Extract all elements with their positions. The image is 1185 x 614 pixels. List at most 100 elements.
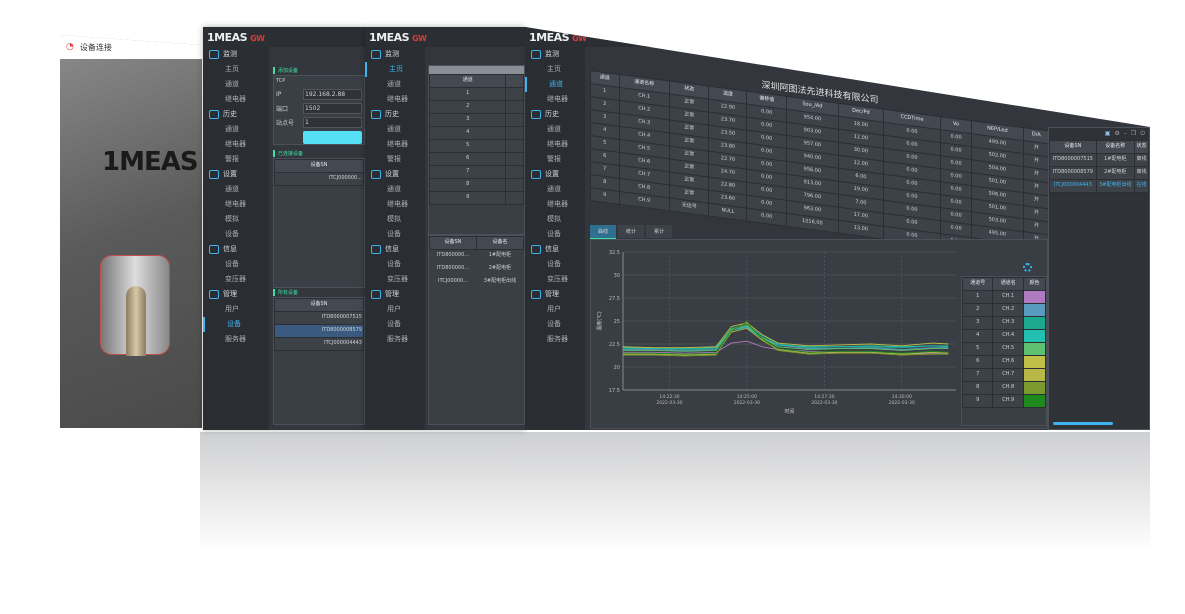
sidebar-item[interactable]: 主页 <box>365 62 425 77</box>
station-field[interactable]: 1 <box>303 117 362 128</box>
sidebar-item[interactable]: 用户 <box>525 302 585 317</box>
sidebar-item[interactable]: 监测 <box>365 47 425 62</box>
legend-row[interactable]: 5 CH.5 <box>961 342 1047 356</box>
sidebar-item[interactable]: 通道 <box>525 122 585 137</box>
sidebar-item[interactable]: 设备 <box>525 317 585 332</box>
list-item[interactable]: ITCJ000004443 <box>274 337 364 351</box>
sidebar-item[interactable]: 通道 <box>365 122 425 137</box>
sidebar-item[interactable]: 继电器 <box>365 137 425 152</box>
table-row[interactable]: ITCJ000004443 3#配电柜出线 在线 <box>1049 179 1150 193</box>
sidebar-item[interactable]: 继电器 <box>203 92 269 107</box>
tab-2[interactable]: 累计 <box>646 225 673 238</box>
sidebar-item[interactable]: 模拟 <box>203 212 269 227</box>
sidebar-item[interactable]: 变压器 <box>525 272 585 287</box>
legend-row[interactable]: 4 CH.4 <box>961 329 1047 343</box>
sidebar-item[interactable]: 历史 <box>365 107 425 122</box>
sidebar-item[interactable]: 用户 <box>365 302 425 317</box>
sidebar-item[interactable]: 设置 <box>365 167 425 182</box>
tab-0[interactable]: 曲线 <box>590 225 617 239</box>
table-row[interactable]: 1 <box>428 87 524 101</box>
list-item[interactable]: ITD8000008579 <box>274 324 364 338</box>
power-icon[interactable]: ⏻ <box>1140 130 1145 137</box>
sidebar-item[interactable]: 警报 <box>203 152 269 167</box>
ip-field[interactable]: 192.168.2.88 <box>303 89 362 100</box>
sidebar-item[interactable]: 设备 <box>203 227 269 242</box>
sidebar-item[interactable]: 设备 <box>525 227 585 242</box>
legend-row[interactable]: 9 CH.9 <box>961 394 1047 408</box>
sidebar-item[interactable]: 管理 <box>365 287 425 302</box>
sidebar-item[interactable]: 通道 <box>203 77 269 92</box>
sidebar-item[interactable]: 变压器 <box>365 272 425 287</box>
sidebar-item[interactable]: 历史 <box>525 107 585 122</box>
table-row[interactable]: 9 <box>428 191 524 205</box>
legend-row[interactable]: 7 CH.7 <box>961 368 1047 382</box>
sidebar-item[interactable]: 管理 <box>525 287 585 302</box>
table-row[interactable]: 3 <box>428 113 524 127</box>
sidebar-item[interactable]: 设备 <box>365 317 425 332</box>
legend-row[interactable]: 6 CH.6 <box>961 355 1047 369</box>
sidebar-item[interactable]: 继电器 <box>525 137 585 152</box>
list-item[interactable]: ITCJ000000... <box>274 172 364 186</box>
legend-row[interactable]: 2 CH.2 <box>961 303 1047 317</box>
sidebar-item[interactable]: 继电器 <box>203 137 269 152</box>
sidebar-item[interactable]: 历史 <box>203 107 269 122</box>
sidebar-item[interactable]: 继电器 <box>203 197 269 212</box>
add-button[interactable] <box>303 131 362 144</box>
sidebar-item[interactable]: 信息 <box>365 242 425 257</box>
sidebar-item[interactable]: 信息 <box>203 242 269 257</box>
sidebar-item[interactable]: 警报 <box>525 152 585 167</box>
sidebar-item[interactable]: 服务器 <box>525 332 585 347</box>
port-field[interactable]: 1502 <box>303 103 362 114</box>
sidebar-item[interactable]: 服务器 <box>365 332 425 347</box>
table-row[interactable]: 5 <box>428 139 524 153</box>
minimize-icon[interactable]: – <box>1123 130 1127 137</box>
legend-row[interactable]: 1 CH.1 <box>961 290 1047 304</box>
sidebar-item[interactable]: 管理 <box>203 287 269 302</box>
tab-1[interactable]: 统计 <box>618 225 645 238</box>
table-row[interactable]: ITD800000... 2#配电柜 <box>430 263 524 276</box>
sidebar-item[interactable]: 通道 <box>525 77 585 92</box>
sidebar-item[interactable]: 设置 <box>203 167 269 182</box>
legend-row[interactable]: 8 CH.8 <box>961 381 1047 395</box>
sidebar-item[interactable]: 用户 <box>203 302 269 317</box>
sidebar-item[interactable]: 模拟 <box>525 212 585 227</box>
sidebar-item[interactable]: 主页 <box>525 62 585 77</box>
sidebar-item[interactable]: 信息 <box>525 242 585 257</box>
sidebar-item[interactable]: 变压器 <box>203 272 269 287</box>
table-row[interactable]: ITD800000... 1#配电柜 <box>430 250 524 263</box>
table-row[interactable]: 7 <box>428 165 524 179</box>
sidebar-item[interactable]: 设备 <box>365 227 425 242</box>
table-row[interactable]: ITCJ00000... 3#配电柜出线 <box>430 276 524 289</box>
table-row[interactable]: ITD8000008579 2#配电柜 离线 <box>1049 166 1150 180</box>
sidebar-item[interactable]: 设备 <box>365 257 425 272</box>
maximize-icon[interactable]: ❐ <box>1130 130 1137 137</box>
sidebar-item[interactable]: 通道 <box>365 182 425 197</box>
sidebar-item[interactable]: 主页 <box>203 62 269 77</box>
settings-icon[interactable] <box>1023 263 1032 272</box>
sidebar-item[interactable]: 监测 <box>525 47 585 62</box>
table-row[interactable]: 4 <box>428 126 524 140</box>
table-row[interactable]: 6 <box>428 152 524 166</box>
sidebar-item[interactable]: 继电器 <box>365 92 425 107</box>
sidebar-item[interactable]: 通道 <box>203 122 269 137</box>
sidebar-item[interactable]: 设置 <box>525 167 585 182</box>
sidebar-item[interactable]: 设备 <box>203 257 269 272</box>
table-row[interactable]: 8 <box>428 178 524 192</box>
sidebar-item[interactable]: 通道 <box>365 77 425 92</box>
list-item[interactable]: ITD8000007515 <box>274 311 364 325</box>
sidebar-item[interactable]: 继电器 <box>365 197 425 212</box>
sidebar-item[interactable]: 服务器 <box>203 332 269 347</box>
sidebar-item[interactable]: 警报 <box>365 152 425 167</box>
gear-icon[interactable]: ⚙ <box>1114 130 1120 137</box>
scrollbar[interactable] <box>1053 422 1113 425</box>
sidebar-item[interactable]: 设备 <box>525 257 585 272</box>
save-icon[interactable]: ▣ <box>1104 130 1111 137</box>
legend-row[interactable]: 3 CH.3 <box>961 316 1047 330</box>
sidebar-item[interactable]: 通道 <box>203 182 269 197</box>
sidebar-item[interactable]: 监测 <box>203 47 269 62</box>
sidebar-item[interactable]: 继电器 <box>525 197 585 212</box>
sidebar-item[interactable]: 模拟 <box>365 212 425 227</box>
sidebar-item[interactable]: 继电器 <box>525 92 585 107</box>
sidebar-item[interactable]: 通道 <box>525 182 585 197</box>
sidebar-item[interactable]: 设备 <box>203 317 269 332</box>
